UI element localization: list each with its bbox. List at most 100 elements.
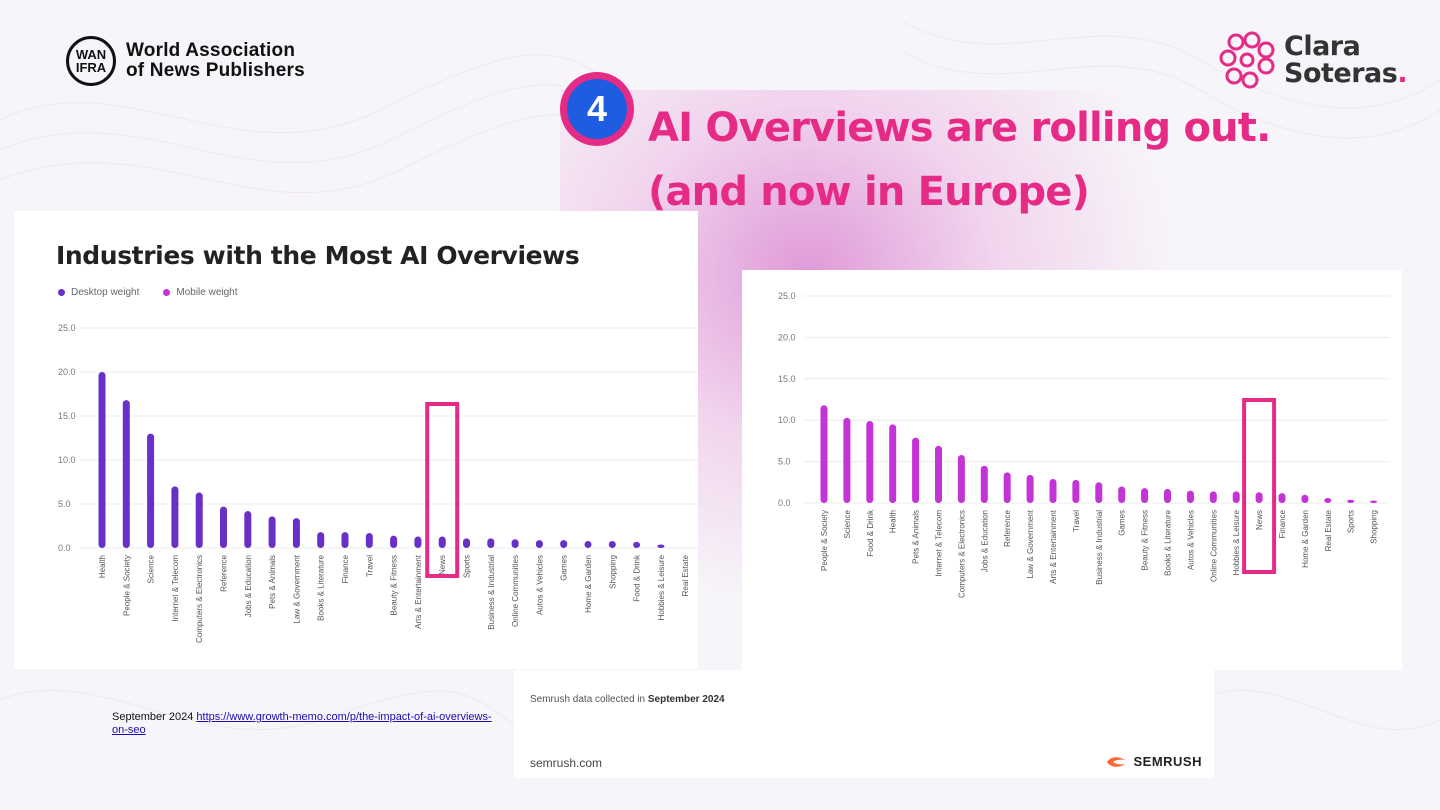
x-tick-label-travel: Travel [1072, 510, 1081, 532]
org-name-line1: World Association [126, 40, 296, 61]
x-tick-label-autos-vehicles: Autos & Vehicles [1186, 510, 1195, 570]
x-tick-label-science: Science [147, 554, 156, 583]
bar-home-garden [1301, 494, 1309, 503]
bar-internet-telecom [935, 445, 942, 503]
x-tick-label-beauty-fitness: Beauty & Fitness [1141, 510, 1150, 570]
x-tick-label-real-estate: Real Estate [681, 554, 690, 596]
x-tick-label-pets-animals: Pets & Animals [268, 555, 277, 609]
x-tick-label-food-drink: Food & Drink [866, 509, 875, 557]
bar-internet-telecom [171, 486, 179, 548]
bar-games [1118, 486, 1126, 503]
source-date: September 2024 [112, 711, 194, 723]
bar-food-drink [866, 421, 874, 503]
x-tick-label-law-government: Law & Government [1026, 509, 1035, 578]
bar-books-literature [1164, 488, 1171, 503]
semrush-data-note: Semrush data collected in September 2024 [530, 694, 725, 705]
x-tick-label-games: Games [1118, 510, 1127, 536]
x-tick-label-food-drink: Food & Drink [633, 554, 642, 602]
bar-autos-vehicles [535, 540, 543, 548]
desktop-bar-chart: 0.0 5.0 10.0 15.0 20.0 25.0 Health People & Soc… [58, 323, 698, 643]
x-tick-label-people-society: People & Society [122, 555, 131, 616]
flower-icon [1219, 31, 1275, 89]
chart-title: Industries with the Most AI Overviews [56, 241, 580, 270]
x-tick-label-shopping: Shopping [1370, 510, 1379, 544]
wan-ifra-mark: WAN IFRA [66, 36, 116, 86]
slide-number: 4 [567, 79, 627, 139]
bar-people-society [820, 405, 828, 503]
clara-soteras-wordmark: Clara Soteras. [1284, 31, 1408, 89]
x-tick-label-news: News [1255, 510, 1264, 530]
bar-reference [220, 506, 227, 548]
x-tick-label-internet-telecom: Internet & Telecom [935, 510, 944, 577]
bar-business-industrial [1095, 482, 1103, 503]
x-tick-label-sports: Sports [1347, 510, 1356, 533]
bar-beauty-fitness [390, 535, 398, 548]
slide-headline: AI Overviews are rolling out. (and now i… [648, 96, 1271, 224]
legend-desktop: Desktop weight [58, 287, 139, 298]
brand-line1: Clara [1284, 31, 1361, 62]
x-tick-label-travel: Travel [365, 555, 374, 577]
bar-hobbies-leisure [657, 544, 665, 548]
bar-jobs-education [244, 511, 252, 548]
y-tick-label: 5.0 [58, 499, 71, 509]
bar-arts-entertainment [414, 536, 422, 548]
x-tick-label-hobbies-leisure: Hobbies & Leisure [657, 554, 666, 620]
bar-sports [463, 538, 470, 548]
chart-legend: Desktop weight Mobile weight [58, 287, 238, 298]
bar-health [889, 424, 897, 503]
x-tick-label-beauty-fitness: Beauty & Fitness [390, 555, 399, 615]
bar-news [438, 536, 446, 548]
x-tick-label-online-communities: Online Communities [511, 555, 520, 627]
headline-line2: (and now in Europe) [648, 169, 1090, 215]
bar-real-estate [1324, 498, 1332, 503]
x-tick-label-jobs-education: Jobs & Education [980, 510, 989, 572]
bar-games [560, 540, 568, 548]
x-tick-label-hobbies-leisure: Hobbies & Leisure [1232, 509, 1241, 575]
y-tick-label: 20.0 [58, 367, 76, 377]
bar-reference [1003, 472, 1011, 503]
y-tick-label: 5.0 [778, 457, 791, 467]
semrush-note-prefix: Semrush data collected in [530, 694, 646, 705]
x-tick-label-autos-vehicles: Autos & Vehicles [535, 555, 544, 615]
wan-mark-text-top: WAN [75, 47, 107, 62]
x-tick-label-internet-telecom: Internet & Telecom [171, 555, 180, 622]
semrush-flame-icon [1107, 756, 1126, 767]
y-tick-label: 25.0 [778, 291, 796, 301]
legend-desktop-swatch [58, 289, 65, 296]
semrush-site: semrush.com [530, 756, 603, 770]
bar-business-industrial [487, 538, 495, 548]
y-tick-label: 0.0 [778, 498, 791, 508]
x-tick-label-science: Science [843, 509, 852, 538]
semrush-brand-logo: SEMRUSH [1105, 754, 1202, 769]
bar-finance [1278, 493, 1286, 503]
org-name-line2: of News Publishers [126, 60, 305, 81]
headline-line1: AI Overviews are rolling out. [648, 105, 1271, 151]
bar-online-communities [511, 539, 519, 548]
bar-travel [365, 533, 373, 548]
x-tick-label-shopping: Shopping [608, 555, 617, 589]
x-tick-label-business-industrial: Business & Industrial [487, 555, 496, 630]
x-tick-label-reference: Reference [1003, 509, 1012, 546]
bar-shopping [608, 540, 616, 548]
bar-law-government [1026, 474, 1034, 503]
bar-home-garden [584, 540, 592, 548]
x-tick-label-jobs-education: Jobs & Education [244, 555, 253, 617]
x-tick-label-arts-entertainment: Arts & Entertainment [1049, 509, 1058, 584]
x-tick-label-business-industrial: Business & Industrial [1095, 510, 1104, 585]
bar-science [843, 417, 851, 503]
bar-sports [1347, 499, 1355, 503]
x-tick-label-pets-animals: Pets & Animals [912, 510, 921, 564]
semrush-note-date: September 2024 [647, 694, 725, 705]
bar-autos-vehicles [1186, 490, 1194, 503]
brand-dot: . [1397, 58, 1408, 89]
source-link[interactable]: https://www.growth-memo.com/p/the-impact… [112, 711, 492, 736]
bar-books-literature [317, 532, 325, 548]
x-tick-label-books-literature: Books & Literature [317, 554, 326, 620]
mobile-bar-chart: 0.0 5.0 10.0 15.0 20.0 25.0 People & Society Sc… [778, 291, 1390, 598]
bar-finance [341, 532, 349, 548]
x-tick-label-computers-electronics: Computers & Electronics [195, 555, 204, 643]
bar-online-communities [1209, 491, 1217, 503]
bar-pets-animals [268, 516, 276, 548]
bar-travel [1072, 479, 1080, 503]
y-tick-label: 25.0 [58, 323, 76, 333]
